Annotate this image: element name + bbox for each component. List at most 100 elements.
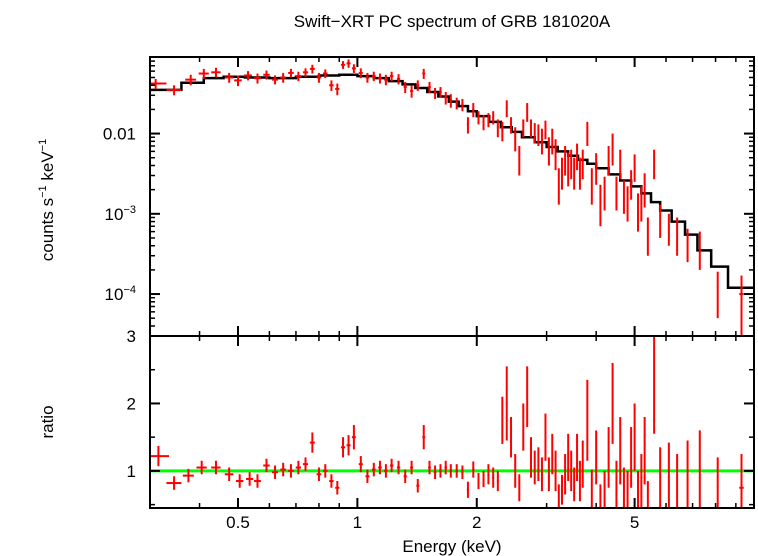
spectrum-point xyxy=(619,149,622,180)
ratio-point xyxy=(444,460,447,475)
ratio-point xyxy=(518,474,521,502)
spectrum-point xyxy=(646,217,649,256)
ratio-point xyxy=(211,460,221,475)
ratio-point xyxy=(611,362,614,444)
ratio-point xyxy=(530,437,533,478)
ratio-point xyxy=(477,472,480,490)
spectrum-point xyxy=(449,94,452,108)
spectrum-point xyxy=(622,180,625,214)
ratio-point xyxy=(472,461,475,478)
spectrum-point xyxy=(198,68,209,79)
ratio-point xyxy=(522,403,525,451)
spectrum-point xyxy=(595,153,598,185)
model-curve xyxy=(150,73,754,289)
ratio-point xyxy=(619,416,622,485)
spectrum-point xyxy=(643,173,646,208)
bottom-y-axis-label: ratio xyxy=(38,405,57,438)
spectrum-point xyxy=(686,228,689,263)
spectrum-point xyxy=(487,113,490,128)
ratio-point xyxy=(378,460,382,475)
ratio-point xyxy=(560,474,563,505)
ratio-point xyxy=(537,447,540,482)
spectrum-point xyxy=(254,73,261,84)
spectrum-point xyxy=(365,72,370,83)
ratio-point xyxy=(302,457,309,471)
ratio-point xyxy=(271,465,279,479)
spectrum-point xyxy=(544,120,547,140)
spectrum-point xyxy=(166,85,182,96)
bottom-y-tick-label: 2 xyxy=(127,394,136,413)
ratio-point xyxy=(544,413,547,461)
spectrum-data-points xyxy=(150,59,744,336)
ratio-point xyxy=(482,470,485,488)
y-tick-mantissa: 10 xyxy=(105,285,124,304)
ratio-point xyxy=(235,474,244,488)
ratio-point xyxy=(340,437,346,458)
spectrum-point xyxy=(340,61,346,69)
bottom-y-tick-labels: 1 2 3 xyxy=(127,327,136,481)
ratio-point xyxy=(461,465,464,479)
ratio-point xyxy=(615,460,618,508)
spectrum-point xyxy=(739,275,744,336)
spectrum-point xyxy=(603,176,606,211)
ratio-point xyxy=(263,458,270,473)
spectrum-point xyxy=(514,127,517,152)
spectrum-point xyxy=(322,69,328,79)
spectrum-point xyxy=(716,271,719,319)
spectrum-point xyxy=(358,68,363,79)
spectrum-point xyxy=(433,87,437,99)
ratio-point xyxy=(365,469,370,484)
ratio-point xyxy=(384,464,388,478)
ratio-point xyxy=(686,440,689,508)
spectrum-point xyxy=(224,72,234,83)
spectrum-point xyxy=(501,121,504,142)
spectrum-point xyxy=(466,117,470,134)
ratio-point xyxy=(492,467,495,488)
spectrum-point xyxy=(567,152,570,187)
spectrum-point xyxy=(560,157,563,190)
top-y-tick-labels: 0.01 10−3 10−4 xyxy=(103,125,136,304)
spectrum-point xyxy=(455,97,458,110)
ratio-point xyxy=(487,464,490,485)
spectrum-point xyxy=(439,87,442,98)
ratio-point xyxy=(622,467,625,508)
spectrum-point xyxy=(581,149,584,180)
spectrum-point xyxy=(316,72,322,83)
spectrum-point xyxy=(518,145,521,176)
spectrum-point xyxy=(554,139,557,171)
top-y-tick-label: 10−4 xyxy=(105,284,136,304)
ratio-point xyxy=(433,465,437,479)
spectrum-point xyxy=(329,80,334,91)
ratio-point xyxy=(637,470,640,508)
ratio-point xyxy=(526,366,529,428)
spectrum-point xyxy=(607,145,610,176)
ratio-point xyxy=(564,454,567,495)
top-y-tick-label: 0.01 xyxy=(103,125,136,144)
bottom-y-tick-label: 3 xyxy=(127,327,136,346)
x-tick-label: 5 xyxy=(630,513,639,532)
spectrum-point xyxy=(211,67,221,78)
ratio-point xyxy=(633,403,636,471)
spectrum-point xyxy=(533,123,536,144)
x-tick-label: 2 xyxy=(472,513,481,532)
ylabel-sup-1: −1 xyxy=(37,185,49,198)
ratio-point xyxy=(322,464,328,478)
top-y-axis-label: counts s−1 keV−1 xyxy=(37,139,57,261)
ratio-point xyxy=(659,447,662,508)
ratio-point xyxy=(547,457,550,492)
ratio-point xyxy=(309,432,315,453)
ratio-point xyxy=(428,460,431,475)
top-y-tick-label: 10−3 xyxy=(105,204,136,224)
spectrum-point xyxy=(578,157,581,190)
ratio-point xyxy=(595,430,598,485)
spectrum-point xyxy=(505,100,508,118)
top-panel-frame xyxy=(149,56,755,337)
ratio-point xyxy=(449,464,452,478)
spectrum-point xyxy=(633,154,636,182)
spectrum-point xyxy=(351,64,356,73)
spectrum-point xyxy=(611,133,614,166)
ratio-point xyxy=(166,476,182,490)
spectrum-point xyxy=(309,64,315,74)
ratio-point xyxy=(288,464,294,478)
ratio-point xyxy=(439,464,442,478)
